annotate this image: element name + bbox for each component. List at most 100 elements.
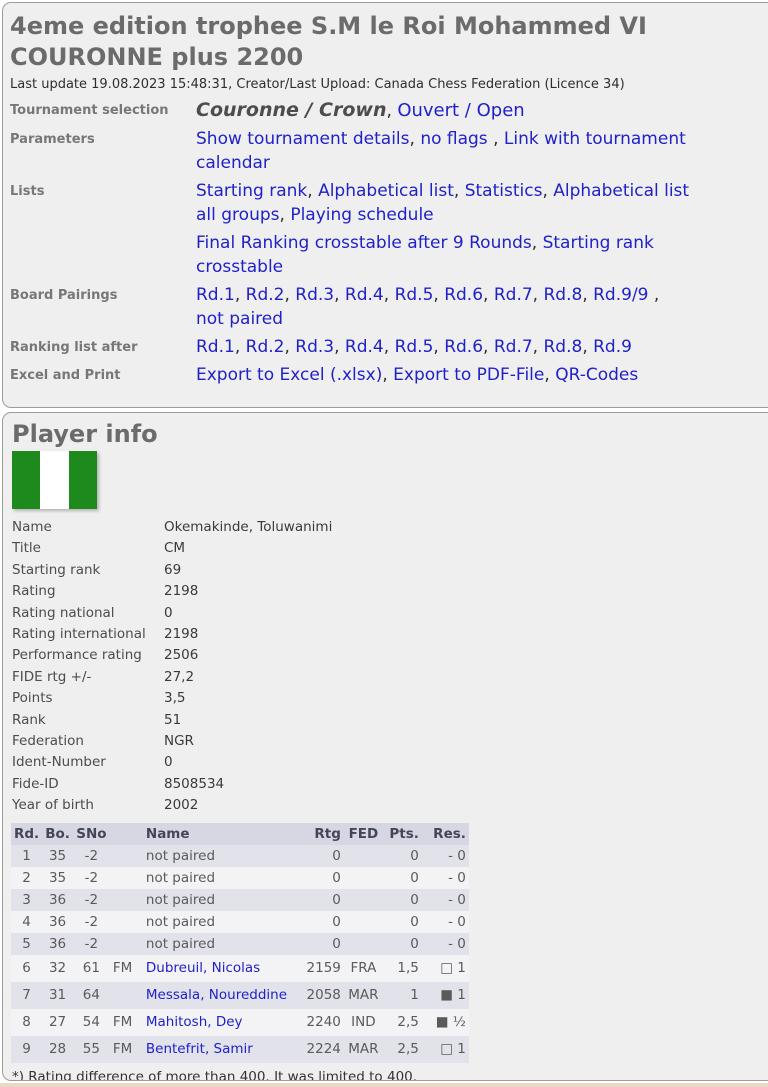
opponent-name-cell: not paired: [142, 932, 301, 955]
tournament-title: 4eme edition trophee S.M le Roi Mohammed…: [10, 12, 647, 71]
result-row: 9 28 55 FM Bentefrit, Samir 2224 MAR 2,5 □ 1: [11, 1035, 469, 1063]
result-row: 2 35 -2 not paired 0 0- 0: [11, 866, 469, 889]
separator-text: ,: [386, 101, 398, 121]
opponent-name-link[interactable]: Messala, Noureddine: [145, 987, 288, 1004]
player-field-value: 2506: [164, 647, 199, 664]
player-field-label: Fide-ID: [12, 775, 59, 792]
bo-cell: 32: [42, 954, 73, 982]
link-not-paired[interactable]: not paired: [196, 309, 284, 329]
separator-text: ,: [483, 285, 494, 305]
player-field-label: Points: [12, 690, 53, 707]
link-starting-rank-crosstable[interactable]: Starting rank: [542, 233, 654, 253]
link-board-rd8[interactable]: Rd.8: [543, 285, 583, 305]
player-field-value: Okemakinde, Toluwanimi: [164, 519, 333, 535]
rd-cell: 1: [11, 844, 43, 867]
player-field-value: 0: [164, 604, 173, 621]
pts-cell: 1: [382, 981, 422, 1009]
opponent-name-link[interactable]: Dubreuil, Nicolas: [145, 960, 261, 977]
nav-row-links: Export to Excel (.xlsx), Export to PDF-F…: [196, 363, 638, 387]
bo-cell: 35: [42, 844, 73, 867]
link-board-rd5[interactable]: Rd.5: [394, 285, 434, 305]
nav-row-links: Rd.1, Rd.2, Rd.3, Rd.4, Rd.5, Rd.6, Rd.7…: [196, 335, 632, 359]
sno-cell: 54: [72, 1008, 110, 1036]
nav-row: Tournament selection Couronne / Crown, Ou…: [10, 98, 768, 123]
link-tournament-calendar[interactable]: calendar: [196, 153, 270, 173]
nigeria-flag: [12, 451, 97, 509]
link-ranking-rd6[interactable]: Rd.6: [444, 337, 484, 357]
separator-text: ,: [433, 337, 445, 357]
link-ranking-rd7[interactable]: Rd.7: [493, 337, 533, 357]
fed-cell: FRA: [343, 954, 383, 982]
player-field-label: Rating: [12, 583, 56, 600]
player-field-value: 2198: [164, 626, 199, 643]
result-row: 6 32 61 FM Dubreuil, Nicolas 2159 FRA 1,5 □ 1: [11, 954, 469, 982]
link-board-rd7[interactable]: Rd.7: [493, 285, 533, 305]
title-cell: [109, 910, 143, 933]
last-update-line: Last update 19.08.2023 15:48:31, Creator…: [10, 77, 625, 92]
link-alphabetical-list-all-groups[interactable]: Alphabetical list: [553, 181, 690, 201]
link-playing-schedule[interactable]: Playing schedule: [290, 205, 434, 225]
results-header-row: Rd. Bo. SNo Name Rtg FED Pts. Res.: [11, 822, 469, 845]
opponent-name-cell: not paired: [142, 888, 301, 911]
link-ranking-rd3[interactable]: Rd.3: [295, 337, 335, 357]
nav-row-label: [10, 231, 196, 236]
link-no-flags[interactable]: no flags: [420, 129, 488, 149]
link-show-tournament-details[interactable]: Show tournament details: [196, 129, 410, 149]
separator-text: ,: [532, 285, 544, 305]
pts-cell: 1,5: [382, 954, 422, 982]
link-ranking-rd8[interactable]: Rd.8: [543, 337, 583, 357]
link-ranking-rd5[interactable]: Rd.5: [394, 337, 434, 357]
fed-cell: [343, 866, 383, 889]
player-field-label: Year of birth: [12, 797, 94, 814]
nav-row: Board Pairings Rd.1, Rd.2, Rd.3, Rd.4, Rd…: [10, 283, 768, 331]
separator-text: ,: [542, 181, 554, 201]
player-field-value: 27,2: [164, 668, 195, 685]
player-field-label: Rating national: [12, 604, 115, 621]
pts-cell: 0: [382, 910, 422, 933]
separator-text: ,: [433, 285, 445, 305]
link-board-rd4[interactable]: Rd.4: [344, 285, 384, 305]
link-export-excel[interactable]: Export to Excel (.xlsx): [196, 365, 383, 385]
player-field-row: Ident-Number 0: [12, 752, 768, 773]
nav-row-label: Parameters: [10, 132, 95, 147]
link-statistics[interactable]: Statistics: [464, 181, 543, 201]
link-board-rd9[interactable]: Rd.9/9: [593, 285, 649, 305]
link-final-ranking-crosstable[interactable]: Final Ranking crosstable after 9 Rounds: [196, 233, 532, 253]
result-row: 3 36 -2 not paired 0 0- 0: [11, 888, 469, 911]
link-board-rd3[interactable]: Rd.3: [295, 285, 335, 305]
player-field-row: Performance rating 2506: [12, 645, 768, 666]
link-ranking-rd1[interactable]: Rd.1: [196, 337, 235, 357]
separator-text: ,: [544, 365, 556, 385]
link-ranking-rd9[interactable]: Rd.9: [593, 337, 632, 357]
title-cell: [109, 844, 143, 867]
rtg-cell: 2240: [300, 1008, 344, 1036]
result-cell: - 0: [421, 910, 469, 933]
link-board-rd6[interactable]: Rd.6: [444, 285, 484, 305]
col-header-rtg: Rtg: [300, 822, 344, 845]
link-qr-codes[interactable]: QR-Codes: [555, 365, 639, 385]
rtg-cell: 0: [300, 888, 344, 911]
link-alphabetical-list-all-groups[interactable]: all groups: [196, 205, 280, 225]
bo-cell: 27: [42, 1008, 73, 1036]
link-ranking-rd4[interactable]: Rd.4: [344, 337, 384, 357]
opponent-name-link[interactable]: Mahitosh, Dey: [145, 1014, 243, 1031]
link-tournament-calendar[interactable]: Link with tournament: [503, 129, 686, 149]
nav-row-label: Tournament selection: [10, 103, 169, 118]
title-cell: [109, 981, 143, 1009]
link-ouvert-open[interactable]: Ouvert / Open: [397, 100, 525, 121]
link-ranking-rd2[interactable]: Rd.2: [245, 337, 285, 357]
opponent-name-cell: not paired: [142, 866, 301, 889]
link-starting-rank-crosstable[interactable]: crosstable: [196, 257, 284, 277]
link-starting-rank[interactable]: Starting rank: [196, 181, 308, 201]
link-alphabetical-list[interactable]: Alphabetical list: [318, 181, 454, 201]
link-board-rd2[interactable]: Rd.2: [245, 285, 285, 305]
player-field-value: 3,5: [164, 690, 186, 707]
rtg-cell: 0: [300, 932, 344, 955]
link-export-pdf[interactable]: Export to PDF-File: [393, 365, 545, 385]
link-board-rd1[interactable]: Rd.1: [196, 285, 235, 305]
opponent-name-link[interactable]: Bentefrit, Samir: [145, 1041, 253, 1058]
player-field-label: Rank: [12, 711, 46, 728]
player-field-label: Name: [12, 519, 52, 535]
sno-cell: -2: [72, 844, 110, 867]
player-field-value: 2198: [164, 583, 199, 600]
